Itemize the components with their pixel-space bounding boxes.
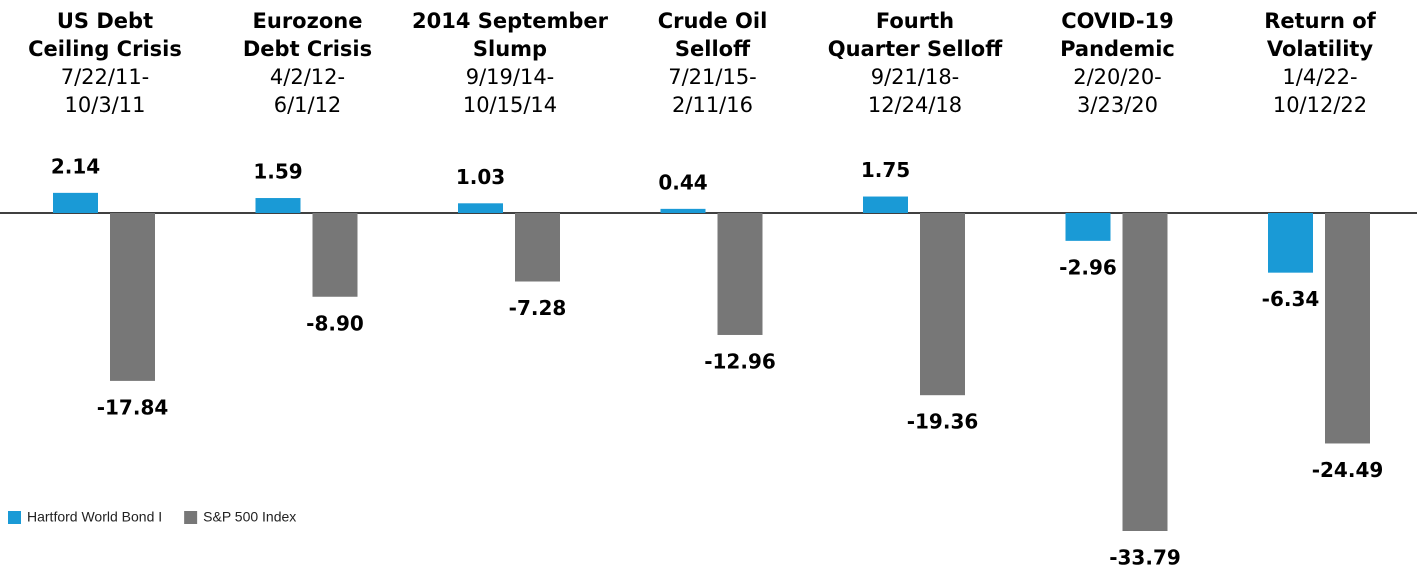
category-label: Eurozone xyxy=(253,9,363,33)
value-label: -24.49 xyxy=(1312,458,1384,482)
category-label: Debt Crisis xyxy=(243,37,372,61)
value-label: -8.90 xyxy=(306,311,364,335)
value-label: -2.96 xyxy=(1059,255,1117,279)
bar xyxy=(660,208,706,213)
value-label: -7.28 xyxy=(509,296,567,320)
legend-swatch xyxy=(184,511,198,524)
period-label: 7/21/15- xyxy=(668,65,757,89)
period-label: 12/24/18 xyxy=(868,93,962,117)
bar xyxy=(1122,213,1168,531)
period-label: 9/19/14- xyxy=(466,65,555,89)
value-label: 0.44 xyxy=(658,170,707,194)
category-label: 2014 September xyxy=(412,9,609,33)
period-label: 3/23/20 xyxy=(1077,93,1158,117)
bar xyxy=(110,213,155,381)
category-label: US Debt xyxy=(57,9,153,33)
period-label: 7/22/11- xyxy=(61,65,150,89)
period-label: 10/15/14 xyxy=(463,93,557,117)
category-label: Return of xyxy=(1264,9,1376,33)
value-label: 2.14 xyxy=(51,154,100,178)
bar xyxy=(920,213,965,396)
period-label: 4/2/12- xyxy=(270,65,345,89)
category-label: Pandemic xyxy=(1060,37,1175,61)
period-label: 1/4/22- xyxy=(1282,65,1357,89)
category-label: Quarter Selloff xyxy=(828,37,1003,61)
bar xyxy=(863,196,908,213)
bar xyxy=(717,213,763,335)
legend-label: S&P 500 Index xyxy=(203,509,296,525)
period-label: 2/11/16 xyxy=(672,93,753,117)
category-label: Ceiling Crisis xyxy=(28,37,182,61)
bar xyxy=(458,203,503,213)
category-label: Crude Oil xyxy=(658,9,768,33)
period-label: 2/20/20- xyxy=(1073,65,1162,89)
period-label: 6/1/12 xyxy=(274,93,342,117)
category-label: Fourth xyxy=(876,9,954,33)
value-label: -12.96 xyxy=(704,349,776,373)
bar xyxy=(255,198,301,213)
bar xyxy=(515,213,560,282)
value-label: 1.75 xyxy=(861,158,910,182)
value-label: 1.59 xyxy=(253,160,302,184)
bar xyxy=(1065,213,1111,241)
legend-swatch xyxy=(8,511,21,524)
category-label: Selloff xyxy=(675,37,751,61)
period-label: 10/3/11 xyxy=(65,93,146,117)
category-label: Slump xyxy=(473,37,547,61)
bar xyxy=(312,213,358,297)
bar xyxy=(53,192,98,213)
value-label: -33.79 xyxy=(1109,546,1181,570)
period-label: 9/21/18- xyxy=(871,65,960,89)
category-label: Volatility xyxy=(1267,37,1374,61)
bar xyxy=(1325,213,1370,444)
value-label: -17.84 xyxy=(97,395,169,419)
value-label: -19.36 xyxy=(907,410,979,434)
category-label: COVID-19 xyxy=(1061,9,1174,33)
period-label: 10/12/22 xyxy=(1273,93,1367,117)
value-label: -6.34 xyxy=(1262,287,1320,311)
value-label: 1.03 xyxy=(456,165,505,189)
legend-label: Hartford World Bond I xyxy=(27,509,162,525)
bar xyxy=(1268,213,1313,273)
